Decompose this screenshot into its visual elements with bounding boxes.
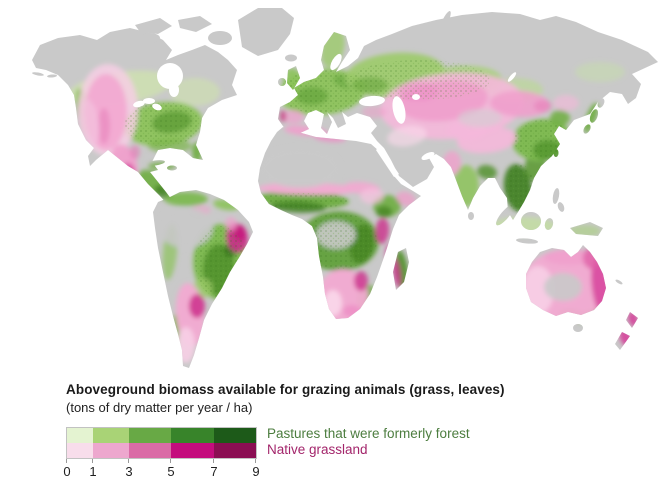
legend-swatch <box>67 443 93 458</box>
legend-series-label: Pastures that were formerly forest <box>267 426 470 441</box>
legend-swatch <box>93 428 129 443</box>
legend-swatch <box>67 428 93 443</box>
axis-tick-mark <box>170 459 171 463</box>
map-water <box>133 53 517 177</box>
legend-series-labels: Pastures that were formerly forest Native… <box>267 426 470 457</box>
axis-tick-label: 9 <box>252 464 260 479</box>
legend-color-bar <box>66 427 257 459</box>
legend-subtitle: (tons of dry matter per year / ha) <box>66 400 253 415</box>
legend-swatch <box>214 443 256 458</box>
legend-bar-block: 0 1 3 5 7 9 Pastures that were formerly fores… <box>63 426 641 481</box>
legend-swatch <box>171 443 214 458</box>
legend-swatch <box>214 428 256 443</box>
legend-axis-ticks <box>66 459 257 463</box>
world-map <box>31 8 658 368</box>
axis-tick-mark <box>213 459 214 463</box>
legend-swatch <box>171 428 214 443</box>
legend-series-label: Native grassland <box>267 441 368 457</box>
axis-tick-label: 5 <box>167 464 175 479</box>
legend-swatch <box>93 443 129 458</box>
axis-tick-label: 7 <box>210 464 218 479</box>
axis-tick-mark <box>66 459 67 463</box>
legend-swatch <box>129 428 171 443</box>
axis-tick-mark <box>255 459 256 463</box>
axis-tick-label: 0 <box>63 464 71 479</box>
legend-title: Aboveground biomass available for grazin… <box>66 382 505 397</box>
legend-swatch <box>129 443 171 458</box>
axis-tick-mark <box>92 459 93 463</box>
legend: Aboveground biomass available for grazin… <box>63 382 641 481</box>
axis-tick-mark <box>128 459 129 463</box>
legend-row-grassland <box>67 443 256 458</box>
legend-axis-tick-labels: 0 1 3 5 7 9 <box>63 464 260 481</box>
axis-tick-label: 3 <box>125 464 133 479</box>
legend-row-pastures <box>67 428 256 443</box>
axis-tick-label: 1 <box>89 464 97 479</box>
